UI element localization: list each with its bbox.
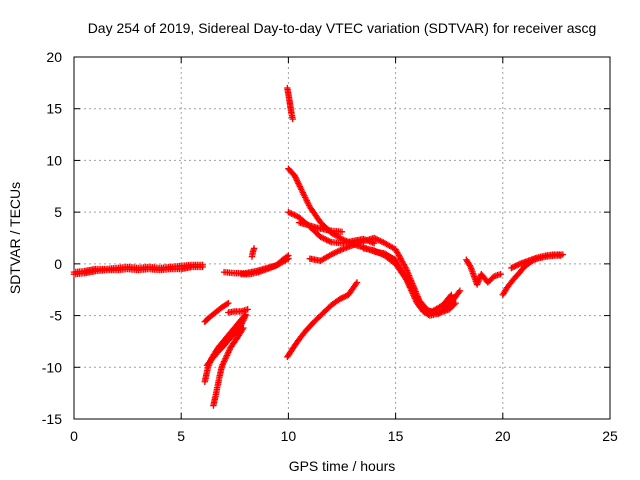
data-point-fill <box>512 262 519 270</box>
y-tick-label: 20 <box>46 49 62 65</box>
x-axis-label: GPS time / hours <box>289 458 396 474</box>
x-tick-label: 5 <box>177 428 185 444</box>
data-point <box>508 264 515 272</box>
y-axis-label: SDTVAR / TECUs <box>7 182 23 294</box>
data-point <box>199 261 206 269</box>
axis-ticks: 0 5 10 15 20 25 -15 -10 -5 0 5 10 15 20 <box>42 49 618 444</box>
data-point <box>240 324 247 332</box>
data-point <box>244 306 251 313</box>
y-tick-label: 10 <box>46 152 62 168</box>
y-tick-label: -15 <box>42 411 62 427</box>
x-tick-label: 0 <box>70 428 78 444</box>
data-point-fill <box>342 293 349 300</box>
y-tick-label: 5 <box>54 204 62 220</box>
x-tick-label: 20 <box>495 428 511 444</box>
data-point <box>353 279 361 286</box>
data-point <box>497 271 504 278</box>
data-points <box>70 84 567 409</box>
data-point-fill <box>283 253 291 260</box>
data-point-fill <box>241 312 248 320</box>
data-point-fill <box>511 263 518 270</box>
plot-frame <box>73 56 611 420</box>
data-point-fill <box>419 306 426 314</box>
data-point <box>456 287 464 294</box>
chart-title: Day 254 of 2019, Sidereal Day-to-day VTE… <box>88 20 597 36</box>
data-point-fill <box>515 261 522 268</box>
data-point <box>448 291 455 299</box>
data-point-fill <box>513 262 521 269</box>
data-point-fill <box>466 262 473 269</box>
x-tick-label: 25 <box>602 428 618 444</box>
data-point-fill <box>239 326 246 333</box>
data-point <box>250 245 258 252</box>
data-point-fill <box>352 280 360 288</box>
x-tick-label: 15 <box>388 428 404 444</box>
data-point <box>338 228 346 235</box>
y-tick-label: 0 <box>54 256 62 272</box>
data-point-fill <box>447 292 454 300</box>
data-point-fill <box>223 300 231 308</box>
data-point <box>336 295 344 303</box>
data-point-fill <box>340 293 348 301</box>
x-tick-label: 10 <box>281 428 297 444</box>
data-point <box>285 252 292 259</box>
data-point <box>225 299 232 307</box>
y-tick-label: 15 <box>46 101 62 117</box>
data-point-fill <box>509 264 517 271</box>
data-point-fill <box>455 288 463 296</box>
data-point-fill <box>339 294 346 301</box>
y-tick-label: -5 <box>50 308 63 324</box>
data-point-fill <box>338 295 345 302</box>
data-point <box>559 251 567 258</box>
y-tick-label: -10 <box>42 359 62 375</box>
data-point <box>289 115 296 123</box>
